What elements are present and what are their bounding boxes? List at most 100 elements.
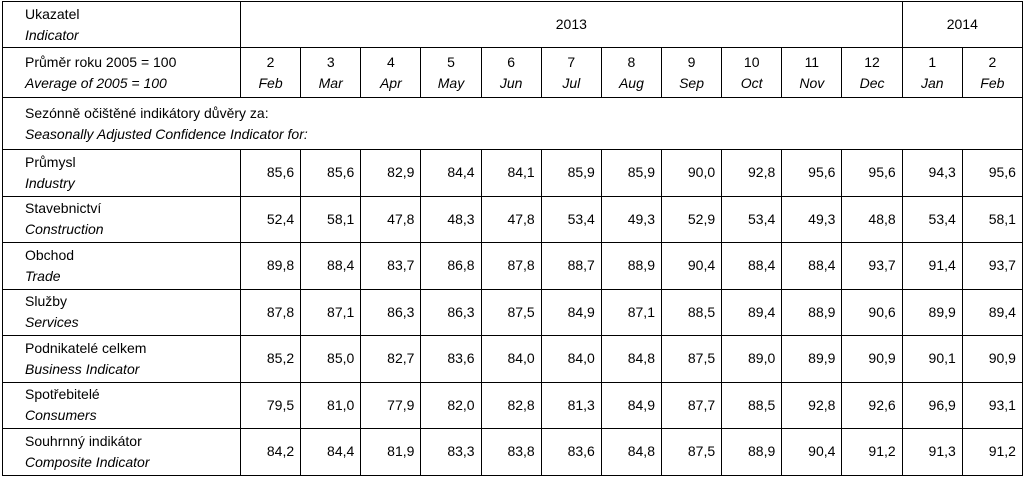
value-cell: 53,4 — [721, 195, 783, 243]
text-en: Oct — [740, 74, 763, 91]
text-cz: 4 — [386, 53, 395, 70]
value-cell: 52,9 — [660, 195, 723, 243]
text-cz: 1 — [928, 53, 937, 70]
value-cell: 84,4 — [420, 149, 482, 197]
value-cell: 88,9 — [781, 288, 843, 336]
data-row: Služby Services 87,8 87,1 86,3 86,3 87,5 84,9 87… — [2, 288, 1023, 336]
text-en: May — [437, 74, 465, 91]
text-en: Jul — [562, 74, 581, 91]
value-cell: 84,8 — [600, 428, 662, 476]
row-label: Služby Services — [2, 288, 241, 336]
value-cell: 85,9 — [600, 149, 662, 197]
value-cell: 81,3 — [540, 381, 602, 429]
value-cell: 89,0 — [721, 335, 783, 383]
text-cz: 7 — [567, 53, 576, 70]
section-row: Sezónně očištěné indikátory důvěry za: Se… — [2, 97, 1023, 150]
year-cell: 2014 — [901, 1, 1023, 48]
text-en: Composite Indicator — [25, 453, 150, 470]
value-cell: 87,1 — [600, 288, 662, 336]
text-en: Industry — [25, 174, 75, 191]
value-cell: 92,8 — [721, 149, 783, 197]
month-cell: 1 Jan — [901, 47, 963, 98]
value-cell: 84,8 — [600, 335, 662, 383]
text-cz: 11 — [804, 53, 820, 70]
month-cell: 8 Aug — [600, 47, 662, 98]
value-cell: 87,1 — [300, 288, 362, 336]
value-cell: 86,3 — [360, 288, 422, 336]
text-en: Mar — [318, 74, 343, 91]
data-row: Podnikatelé celkem Business Indicator 85,2… — [2, 335, 1023, 383]
text-en: Jun — [499, 74, 523, 91]
value-cell: 92,6 — [841, 381, 903, 429]
header-cell: Ukazatel Indicator — [2, 1, 241, 48]
text-en: Apr — [379, 74, 402, 91]
value-cell: 90,4 — [660, 242, 723, 290]
value-cell: 90,0 — [660, 149, 723, 197]
value-cell: 88,5 — [721, 381, 783, 429]
value-cell: 79,5 — [239, 381, 302, 429]
text-cz: Ukazatel — [25, 5, 80, 22]
text-en: Nov — [799, 74, 825, 91]
value-cell: 91,4 — [901, 242, 963, 290]
text-en: Average of 2005 = 100 — [25, 74, 167, 91]
row-label: Stavebnictví Construction — [2, 195, 241, 243]
value-cell: 47,8 — [480, 195, 542, 243]
text-cz: Sezónně očištěné indikátory důvěry za: — [25, 104, 269, 121]
header-row: Ukazatel Indicator 2013 2014 — [2, 1, 1023, 48]
value-cell: 95,6 — [961, 149, 1023, 197]
text-cz: Průměr roku 2005 = 100 — [25, 53, 177, 70]
text-en: Construction — [25, 221, 104, 238]
value-cell: 89,8 — [239, 242, 302, 290]
value-cell: 94,3 — [901, 149, 963, 197]
value-cell: 83,7 — [360, 242, 422, 290]
text-cz: 5 — [447, 53, 455, 70]
month-cell: 9 Sep — [660, 47, 723, 98]
text-en: Aug — [618, 74, 644, 91]
month-cell: 12 Dec — [841, 47, 903, 98]
text-en: Dec — [859, 74, 885, 91]
text-cz: 10 — [743, 53, 760, 70]
value-cell: 49,3 — [781, 195, 843, 243]
month-cell: 6 Jun — [480, 47, 542, 98]
row-label: Průmysl Industry — [2, 149, 241, 197]
value-cell: 47,8 — [360, 195, 422, 243]
text-cz: 3 — [326, 53, 335, 70]
value-cell: 91,2 — [961, 428, 1023, 476]
text-en: Services — [25, 314, 79, 331]
value-cell: 88,9 — [721, 428, 783, 476]
value-cell: 87,8 — [480, 242, 542, 290]
value-cell: 84,4 — [300, 428, 362, 476]
value-cell: 81,0 — [300, 381, 362, 429]
section-cell: Sezónně očištěné indikátory důvěry za: Se… — [2, 97, 1023, 150]
value-cell: 93,7 — [961, 242, 1023, 290]
month-cell: 7 Jul — [540, 47, 602, 98]
month-cell: 11 Nov — [781, 47, 843, 98]
value-cell: 82,0 — [420, 381, 482, 429]
value-cell: 92,8 — [781, 381, 843, 429]
text-cz: 12 — [864, 53, 880, 70]
value-cell: 87,5 — [480, 288, 542, 336]
row-label: Spotřebitelé Consumers — [2, 381, 241, 429]
text-cz: Souhrnný indikátor — [25, 432, 142, 449]
data-row: Průmysl Industry 85,6 85,6 82,9 84,4 84,1 85,9 8… — [2, 149, 1023, 197]
value-cell: 88,4 — [781, 242, 843, 290]
text-en: Jan — [920, 74, 944, 91]
value-cell: 82,9 — [360, 149, 422, 197]
value-cell: 52,4 — [239, 195, 302, 243]
text-en: Feb — [980, 74, 1005, 91]
value-cell: 84,0 — [540, 335, 602, 383]
value-cell: 84,9 — [600, 381, 662, 429]
value-cell: 90,9 — [841, 335, 903, 383]
value-cell: 93,1 — [961, 381, 1023, 429]
value-cell: 83,6 — [540, 428, 602, 476]
month-cell: 3 Mar — [300, 47, 362, 98]
text-cz: Obchod — [25, 246, 75, 263]
value-cell: 82,7 — [360, 335, 422, 383]
month-cell: 2 Feb — [239, 47, 302, 98]
value-cell: 77,9 — [360, 381, 422, 429]
value-cell: 53,4 — [540, 195, 602, 243]
value-cell: 87,5 — [660, 428, 723, 476]
value-cell: 81,9 — [360, 428, 422, 476]
month-cell: 10 Oct — [721, 47, 783, 98]
